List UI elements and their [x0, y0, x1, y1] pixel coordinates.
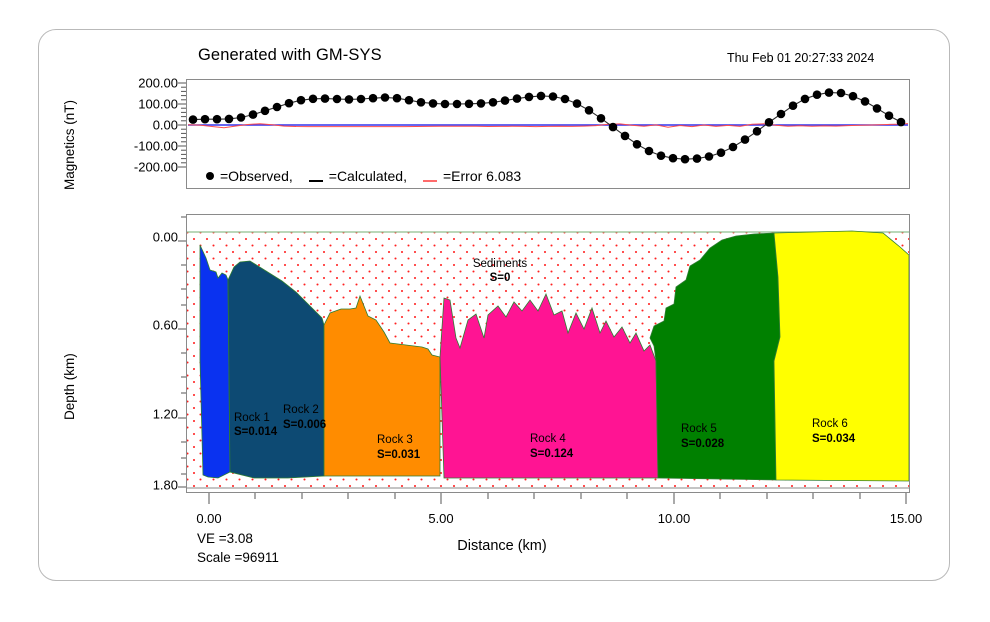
observed-markers	[188, 88, 906, 164]
rock-3-body	[323, 294, 441, 477]
magnetics-chart-svg	[178, 82, 909, 168]
rock-1-name: Rock 1	[234, 412, 270, 424]
rock-6-body	[773, 230, 909, 482]
depth-ytick-000: 0.00	[152, 229, 178, 245]
magnetics-axis-title: Magnetics (nT)	[62, 99, 77, 190]
mag-ytick-neg100: -100.00	[133, 138, 178, 154]
observed-marker-icon	[206, 172, 214, 180]
mag-ytick-200: 200.00	[138, 75, 178, 91]
mag-ytick-0: 0.00	[152, 117, 178, 133]
distance-axis-title: Distance (km)	[457, 538, 547, 554]
rock-3-susceptibility: S=0.031	[377, 449, 421, 461]
vertical-exaggeration-label: VE =3.08	[197, 531, 253, 546]
error-line-icon	[422, 180, 437, 182]
rock-6-name: Rock 6	[812, 418, 848, 430]
rock-4-name: Rock 4	[530, 433, 566, 445]
depth-y-ticks	[178, 216, 186, 488]
rock-1-body	[199, 244, 231, 479]
legend-observed-label: =Observed,	[220, 168, 293, 184]
magnetics-legend: =Observed, =Calculated, =Error 6.083	[206, 166, 523, 186]
magnetics-plot-panel[interactable]	[186, 79, 910, 189]
rock-4-susceptibility: S=0.124	[530, 448, 574, 460]
cross-section-svg	[178, 216, 909, 504]
legend-calculated-label: =Calculated,	[328, 168, 407, 184]
rock-2-name: Rock 2	[283, 404, 319, 416]
depth-ytick-120: 1.20	[152, 406, 178, 422]
xtick-15: 15.00	[889, 511, 923, 526]
magnetics-y-ticks	[178, 82, 186, 168]
rock-1-susceptibility: S=0.014	[234, 426, 278, 438]
rock-4-body	[439, 292, 659, 479]
error-curve	[187, 123, 909, 129]
timestamp-label: Thu Feb 01 20:27:33 2024	[727, 51, 875, 65]
depth-ytick-180: 1.80	[152, 477, 178, 493]
rock-6-susceptibility: S=0.034	[812, 433, 856, 445]
mag-ytick-100: 100.00	[138, 96, 178, 112]
mag-ytick-neg200: -200.00	[133, 159, 178, 175]
legend-error-label: =Error 6.083	[442, 168, 522, 184]
rock-2-susceptibility: S=0.006	[283, 419, 327, 431]
rock-3-name: Rock 3	[377, 434, 413, 446]
rock-5-name: Rock 5	[681, 423, 717, 435]
scale-label: Scale =96911	[197, 550, 279, 565]
distance-x-ticks	[208, 493, 907, 504]
xtick-5: 5.00	[428, 511, 454, 526]
xtick-10: 10.00	[657, 511, 691, 526]
depth-ytick-060: 0.60	[152, 317, 178, 333]
sediments-susceptibility: S=0	[489, 272, 511, 284]
page-title: Generated with GM-SYS	[198, 46, 382, 64]
sediments-name: Sediments	[472, 258, 528, 270]
depth-axis-title: Depth (km)	[62, 353, 77, 420]
rock-2-body	[227, 260, 325, 479]
xtick-0: 0.00	[196, 511, 222, 526]
rock-5-susceptibility: S=0.028	[681, 438, 725, 450]
calculated-line-icon	[308, 180, 323, 182]
